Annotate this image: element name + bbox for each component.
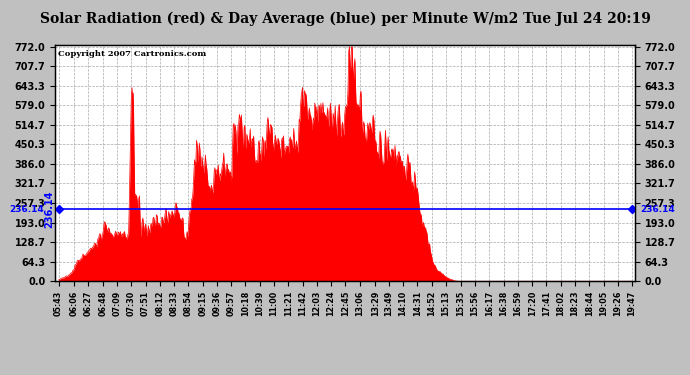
Text: 236.14: 236.14 <box>9 205 43 214</box>
Text: Solar Radiation (red) & Day Average (blue) per Minute W/m2 Tue Jul 24 20:19: Solar Radiation (red) & Day Average (blu… <box>39 11 651 26</box>
Text: Copyright 2007 Cartronics.com: Copyright 2007 Cartronics.com <box>58 50 206 58</box>
Text: 236.14: 236.14 <box>640 205 676 214</box>
Text: 236.14: 236.14 <box>45 191 55 228</box>
